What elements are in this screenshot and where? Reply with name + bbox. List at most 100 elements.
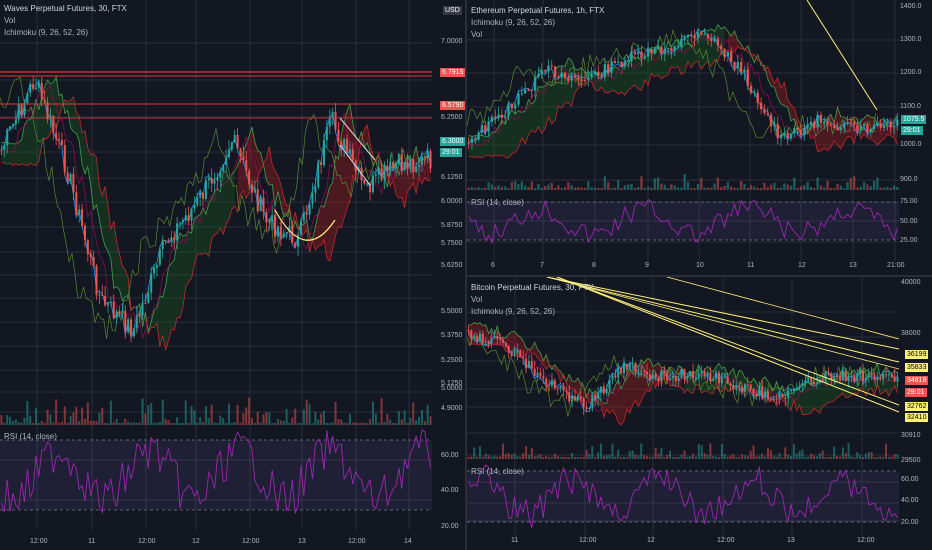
btc-rsi-label[interactable]: RSI (14, close) [471,467,524,476]
rsi-line [468,464,898,528]
volume-bar [86,402,89,425]
volume-bar [886,186,889,190]
candle-body [713,38,716,42]
eth-chart-title[interactable]: Ethereum Perpetual Futures, 1h, FTX [471,6,605,15]
candle-body [392,161,395,168]
candle-body [735,386,738,390]
volume-bar [769,450,772,459]
volume-bar [536,455,539,459]
eth-ichimoku-label[interactable]: Ichimoku (9, 26, 52, 26) [471,18,556,27]
volume-bar [628,451,631,459]
candle-body [843,123,846,128]
volume-bar [846,181,849,190]
btc-chart-title[interactable]: Bitcoin Perpetual Futures, 30, FTX [471,283,594,292]
candle-body [773,123,776,127]
candle-body [210,178,213,184]
candle-body [37,82,40,88]
volume-bar [879,456,882,459]
waves-rsi-label[interactable]: RSI (14, close) [4,432,57,441]
candle-body [537,74,540,77]
candle-body [477,132,480,140]
candle-body [196,197,199,205]
candle-body [207,178,210,181]
candle-body [775,398,778,400]
candle-body [697,373,700,378]
candle-body [81,209,84,226]
volume-bar [6,415,9,425]
price-tag: 34818 [905,376,929,385]
candle-body [819,115,823,124]
volume-bar [654,447,657,459]
candle-body [710,38,713,42]
volume-bar [547,184,550,190]
candle-body [493,336,496,338]
volume-bar [614,456,617,459]
candle-body [838,376,841,381]
volume-bar [816,177,819,190]
volume-bar [784,447,787,459]
candle-body [833,375,836,380]
volume-bar [328,422,331,425]
eth-vol-label[interactable]: Vol [471,30,483,39]
waves-vol-label[interactable]: Vol [4,16,16,25]
volume-bar [81,407,84,425]
volume-bar [580,187,583,190]
candle-body [52,115,55,133]
eth-chart-pane[interactable]: Ethereum Perpetual Futures, 1h, FTX Ichi… [467,0,932,275]
candle-body [743,384,746,393]
candle-body [17,104,20,120]
volume-bar [573,456,577,459]
btc-vol-label[interactable]: Vol [471,295,483,304]
eth-chart-svg[interactable] [467,0,932,275]
candle-body [563,72,567,79]
btc-ichimoku-label[interactable]: Ichimoku (9, 26, 52, 26) [471,307,556,316]
volume-bar [887,456,890,459]
candle-body [582,398,585,408]
price-tick-label: 38000 [901,330,921,337]
candle-body [147,292,150,304]
volume-bar [640,443,643,459]
candle-body [176,223,179,241]
candle-body [841,371,844,381]
candle-body [746,384,749,386]
candle-body [686,375,689,379]
volume-bar [700,445,703,459]
volume-bar [582,456,585,459]
right-pane-divider[interactable] [467,275,932,277]
candle-body [573,396,577,401]
candle-body [487,121,490,132]
volume-bar [470,186,474,190]
volume-bar [657,453,660,459]
volume-bar [559,456,562,459]
volume-bar [650,187,653,190]
candle-body [643,370,646,372]
volume-bar [892,185,896,190]
volume-bar [838,456,841,459]
volume-bar [563,187,567,190]
volume-bar [537,184,540,190]
btc-chart-svg[interactable] [467,277,932,550]
candle-body [829,124,833,126]
volume-bar [190,405,193,425]
volume-bar [872,181,876,190]
price-tick-label: 5.6250 [441,262,463,269]
waves-chart-title[interactable]: Waves Perpetual Futures, 30, FTX [4,4,127,13]
candle-body [268,220,271,223]
candle-body [726,376,729,384]
volume-bar [520,181,523,190]
btc-chart-pane[interactable]: Bitcoin Perpetual Futures, 30, FTX Vol I… [467,277,932,550]
volume-bar [859,454,862,459]
waves-chart-pane[interactable]: Waves Perpetual Futures, 30, FTX Vol Ich… [0,0,466,550]
rsi-line [468,198,898,245]
candle-body [739,61,743,73]
waves-ichimoku-label[interactable]: Ichimoku (9, 26, 52, 26) [4,28,89,37]
volume-bar [58,422,61,425]
volume-bar [591,446,594,459]
candle-body [660,371,663,381]
candle-body [43,99,46,102]
eth-rsi-label[interactable]: RSI (14, close) [471,198,524,207]
pane-divider[interactable] [465,0,467,550]
currency-badge[interactable]: USD [443,6,462,15]
waves-chart-svg[interactable] [0,0,440,550]
candle-body [334,111,337,130]
